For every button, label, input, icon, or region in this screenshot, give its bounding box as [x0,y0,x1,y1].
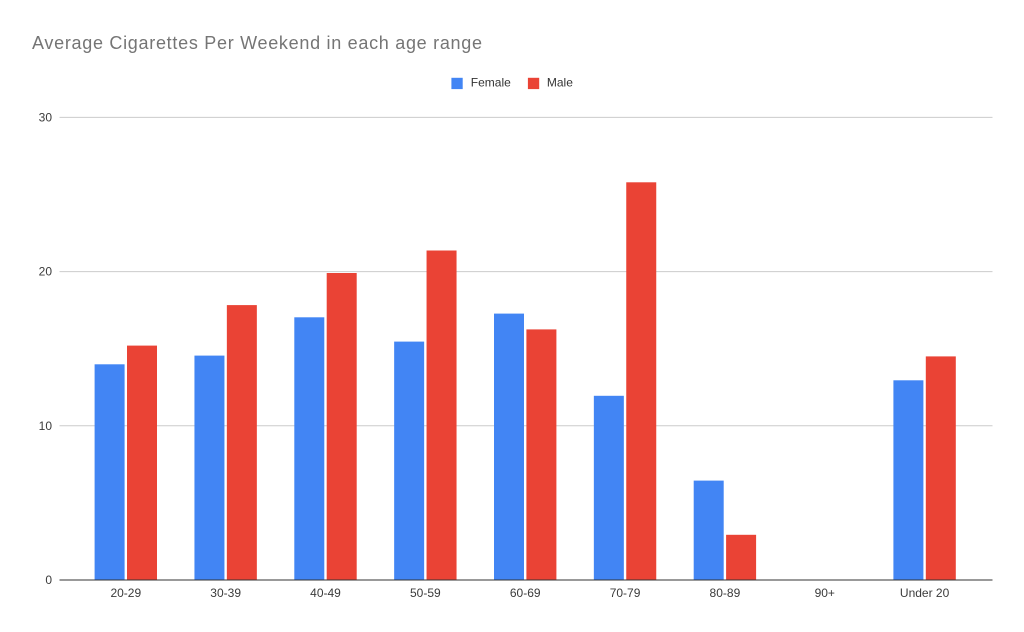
svg-text:50-59: 50-59 [410,586,441,600]
svg-text:60-69: 60-69 [510,586,541,600]
svg-text:20-29: 20-29 [110,586,141,600]
svg-text:Under 20: Under 20 [900,586,950,600]
svg-text:90+: 90+ [815,586,835,600]
svg-text:Average Cigarettes Per Weekend: Average Cigarettes Per Weekend in each a… [32,33,482,53]
svg-text:30-39: 30-39 [210,586,241,600]
svg-text:Male: Male [547,76,573,90]
svg-text:0: 0 [45,573,52,587]
svg-text:70-79: 70-79 [610,586,641,600]
svg-text:30: 30 [39,110,53,124]
svg-text:10: 10 [39,419,53,433]
svg-text:40-49: 40-49 [310,586,341,600]
svg-text:Female: Female [471,76,511,90]
svg-text:80-89: 80-89 [710,586,741,600]
svg-text:20: 20 [39,265,53,279]
